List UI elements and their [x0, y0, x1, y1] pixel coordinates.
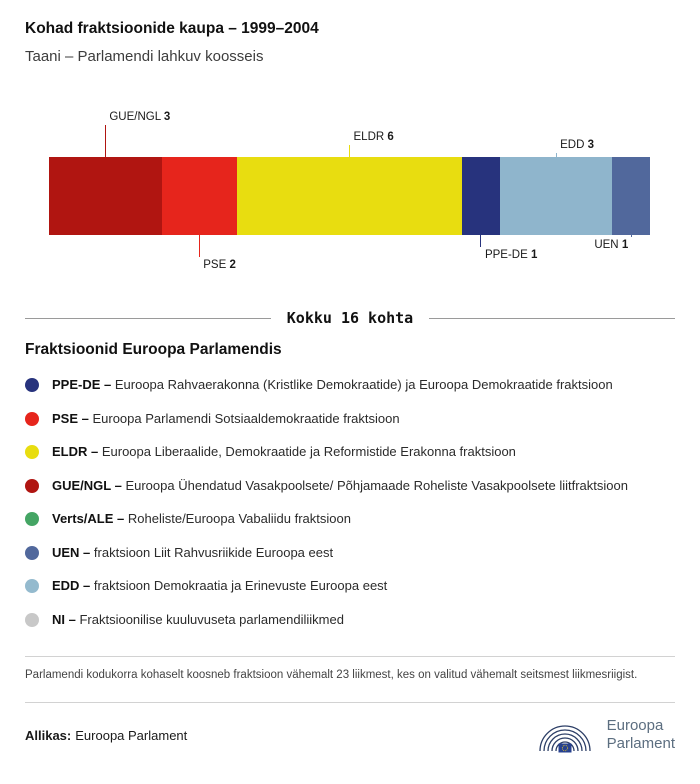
legend-dot-verts-ale [25, 512, 39, 526]
divider-rule-right [429, 317, 675, 319]
stacked-bar [49, 157, 650, 235]
bar-segment-pse[interactable] [161, 157, 237, 235]
legend-item-verts-ale: Verts/ALE – Roheliste/Euroopa Vabaliidu … [25, 510, 675, 528]
logo-line1: Euroopa [606, 716, 664, 734]
footnote: Parlamendi kodukorra kohaselt koosneb fr… [25, 668, 638, 681]
legend-label-gue-ngl: GUE/NGL – Euroopa Ühendatud Vasakpoolset… [52, 477, 628, 493]
legend-dot-ni [25, 612, 39, 627]
eu-flag-icon [558, 743, 572, 753]
callout-label-pse: PSE 2 [203, 259, 236, 271]
legend-dot-gue-ngl [25, 478, 39, 493]
divider-rule-left [25, 317, 271, 319]
divider-above-footnote [25, 655, 675, 657]
legend-label-pse: PSE – Euroopa Parlamendi Sotsiaaldemokra… [52, 410, 400, 426]
callout-line-ppe-de [480, 235, 482, 247]
callout-line-uen [630, 235, 632, 237]
source-line: Allikas: Euroopa Parlament [25, 728, 187, 743]
bar-segment-ppe-de[interactable] [462, 157, 500, 235]
callout-label-ppe-de: PPE-DE 1 [484, 249, 538, 261]
callout-line-eldr [349, 145, 350, 157]
legend-item-eldr: ELDR – Euroopa Liberaalide, Demokraatide… [25, 443, 675, 461]
page-subtitle: Taani – Parlamendi lahkuv koosseis [25, 48, 264, 65]
european-parliament-logo: Euroopa Parlament [534, 715, 675, 755]
legend-dot-uen [25, 545, 39, 560]
bottom-bar: Allikas: Euroopa Parlament Euroopa Parlam… [25, 715, 675, 755]
legend-label-edd: EDD – fraktsioon Demokraatia ja Erinevus… [52, 578, 388, 593]
legend-list: PPE-DE – Euroopa Rahvaerakonna (Kristlik… [25, 376, 675, 629]
legend-item-ni: NI – Fraktsioonilise kuuluvuseta parlame… [25, 611, 675, 629]
legend-item-uen: UEN – fraktsioon Liit Rahvusriikide Euro… [25, 544, 675, 562]
legend-label-eldr: ELDR – Euroopa Liberaalide, Demokraatide… [52, 444, 516, 459]
callout-label-eldr: ELDR 6 [353, 131, 394, 143]
legend-heading: Fraktsioonid Euroopa Parlamendis [25, 341, 282, 358]
legend-dot-eldr [25, 445, 39, 459]
logo-wordmark: Euroopa Parlament [607, 717, 675, 755]
total-seats-label: Kokku 16 kohta [286, 309, 414, 327]
legend-item-pse: PSE – Euroopa Parlamendi Sotsiaaldemokra… [25, 410, 675, 428]
infographic-page: Kohad fraktsioonide kaupa – 1999–2004 Ta… [25, 20, 675, 755]
bar-segment-gue-ngl[interactable] [49, 157, 162, 235]
legend-item-edd: EDD – fraktsioon Demokraatia ja Erinevus… [25, 577, 675, 595]
legend-label-verts-ale: Verts/ALE – Roheliste/Euroopa Vabaliidu … [52, 511, 351, 526]
callout-line-pse [198, 235, 200, 257]
legend-label-uen: UEN – fraktsioon Liit Rahvusriikide Euro… [52, 544, 334, 560]
ep-hemicycle-icon [538, 725, 591, 753]
bar-segment-edd[interactable] [499, 157, 613, 235]
callout-line-edd [555, 153, 557, 157]
callout-label-edd: EDD 3 [560, 139, 594, 151]
bar-segment-eldr[interactable] [236, 157, 463, 235]
legend-dot-edd [25, 579, 39, 593]
callout-label-gue-ngl: GUE/NGL 3 [109, 111, 171, 123]
legend-dot-ppe-de [25, 378, 39, 392]
legend-label-ppe-de: PPE-DE – Euroopa Rahvaerakonna (Kristlik… [52, 377, 613, 392]
source-value: Euroopa Parlament [75, 727, 188, 743]
source-label: Allikas: [25, 727, 72, 743]
callout-label-uen: UEN 1 [594, 239, 629, 251]
bar-segment-uen[interactable] [612, 157, 650, 235]
logo-line2: Parlament [606, 735, 675, 753]
legend-item-ppe-de: PPE-DE – Euroopa Rahvaerakonna (Kristlik… [25, 376, 675, 394]
legend-dot-pse [25, 411, 39, 426]
divider-above-source [25, 702, 675, 704]
legend-label-ni: NI – Fraktsioonilise kuuluvuseta parlame… [52, 611, 344, 627]
legend-item-gue-ngl: GUE/NGL – Euroopa Ühendatud Vasakpoolset… [25, 477, 675, 495]
chart-area: GUE/NGL 3 PSE 2 ELDR 6 PPE-DE 1 EDD 3 UEN 1 [49, 111, 650, 285]
total-divider: Kokku 16 kohta [25, 309, 675, 327]
page-title: Kohad fraktsioonide kaupa – 1999–2004 [25, 20, 319, 37]
callout-line-gue-ngl [104, 125, 106, 157]
